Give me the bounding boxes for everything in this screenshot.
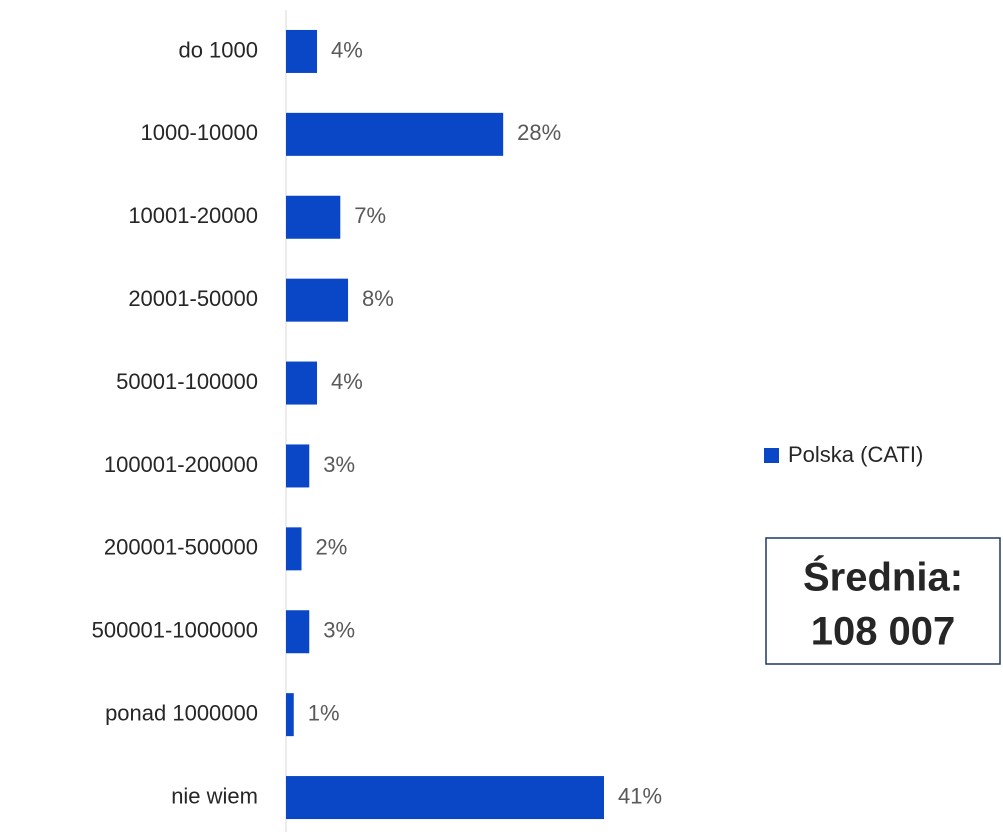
value-label: 28% bbox=[517, 120, 561, 145]
value-label: 41% bbox=[618, 783, 662, 808]
bar bbox=[286, 112, 504, 156]
value-label: 3% bbox=[323, 618, 355, 643]
bar bbox=[286, 693, 294, 737]
value-label: 4% bbox=[331, 37, 363, 62]
category-label: 20001-50000 bbox=[128, 286, 258, 311]
value-label: 1% bbox=[308, 700, 340, 725]
annotation-line: 108 007 bbox=[811, 610, 956, 654]
bar bbox=[286, 29, 318, 73]
bar bbox=[286, 776, 604, 820]
bar bbox=[286, 361, 318, 405]
bar bbox=[286, 195, 341, 239]
value-label: 2% bbox=[316, 535, 348, 560]
category-label: 50001-100000 bbox=[116, 369, 258, 394]
annotation-line: Średnia: bbox=[803, 554, 963, 600]
category-label: 500001-1000000 bbox=[92, 618, 258, 643]
bar bbox=[286, 444, 310, 488]
value-label: 8% bbox=[362, 286, 394, 311]
category-label: ponad 1000000 bbox=[105, 700, 258, 725]
annotation-box bbox=[765, 537, 1001, 665]
bar bbox=[286, 278, 349, 322]
category-label: 10001-20000 bbox=[128, 203, 258, 228]
category-label: nie wiem bbox=[171, 783, 258, 808]
value-label: 4% bbox=[331, 369, 363, 394]
legend-swatch bbox=[764, 448, 779, 463]
legend-label: Polska (CATI) bbox=[788, 442, 923, 467]
category-label: 1000-10000 bbox=[141, 120, 258, 145]
category-label: 200001-500000 bbox=[104, 535, 258, 560]
category-label: do 1000 bbox=[178, 37, 258, 62]
category-label: 100001-200000 bbox=[104, 452, 258, 477]
bar bbox=[286, 527, 302, 571]
value-label: 7% bbox=[354, 203, 386, 228]
value-label: 3% bbox=[323, 452, 355, 477]
bar bbox=[286, 610, 310, 654]
